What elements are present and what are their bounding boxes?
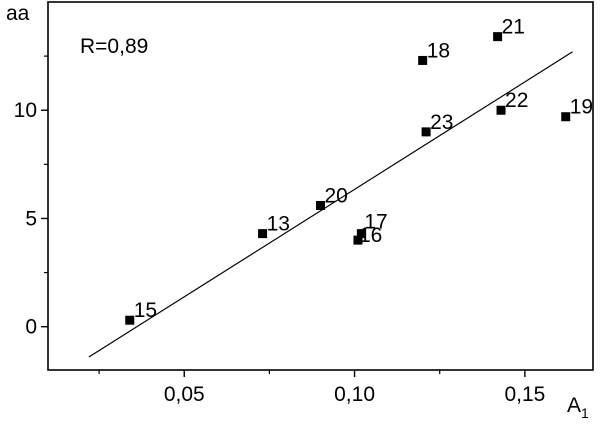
data-point xyxy=(353,235,363,245)
point-label: 23 xyxy=(430,111,453,134)
point-label: 17 xyxy=(364,211,387,234)
x-axis-label: A1 xyxy=(567,394,589,421)
fit-line-group xyxy=(88,51,573,358)
plot-border xyxy=(47,1,594,371)
data-point xyxy=(258,229,268,239)
data-points xyxy=(125,32,571,325)
data-point xyxy=(561,112,571,122)
y-tick-label: 0 xyxy=(25,316,37,339)
x-tick-label: 0,05 xyxy=(164,383,205,406)
point-label: 19 xyxy=(570,96,593,119)
x-axis-label-subscript: 1 xyxy=(581,405,589,421)
point-label: 13 xyxy=(267,213,290,236)
y-tick-label: 10 xyxy=(14,99,37,122)
axis-ticks: 0,05 0,10 0,15 0 5 10 xyxy=(14,55,545,406)
point-label: 20 xyxy=(325,184,348,207)
data-point xyxy=(125,315,135,325)
data-point xyxy=(496,105,506,115)
point-label: 21 xyxy=(502,16,525,39)
point-label: 16 xyxy=(359,224,382,247)
x-axis-label-main: A xyxy=(567,394,581,417)
y-axis-label: aa xyxy=(6,2,30,25)
fit-line xyxy=(88,51,573,358)
point-label: 15 xyxy=(134,299,157,322)
plot-frame xyxy=(47,1,594,371)
data-point xyxy=(356,229,366,239)
point-label: 18 xyxy=(427,39,450,62)
y-tick-label: 5 xyxy=(25,207,37,230)
x-tick-label: 0,10 xyxy=(334,383,375,406)
data-point xyxy=(493,32,503,42)
correlation-annotation: R=0,89 xyxy=(80,35,148,58)
data-point xyxy=(418,55,428,65)
x-tick-label: 0,15 xyxy=(504,383,545,406)
data-point xyxy=(316,200,325,210)
point-label: 22 xyxy=(505,89,528,112)
data-point xyxy=(421,127,431,137)
